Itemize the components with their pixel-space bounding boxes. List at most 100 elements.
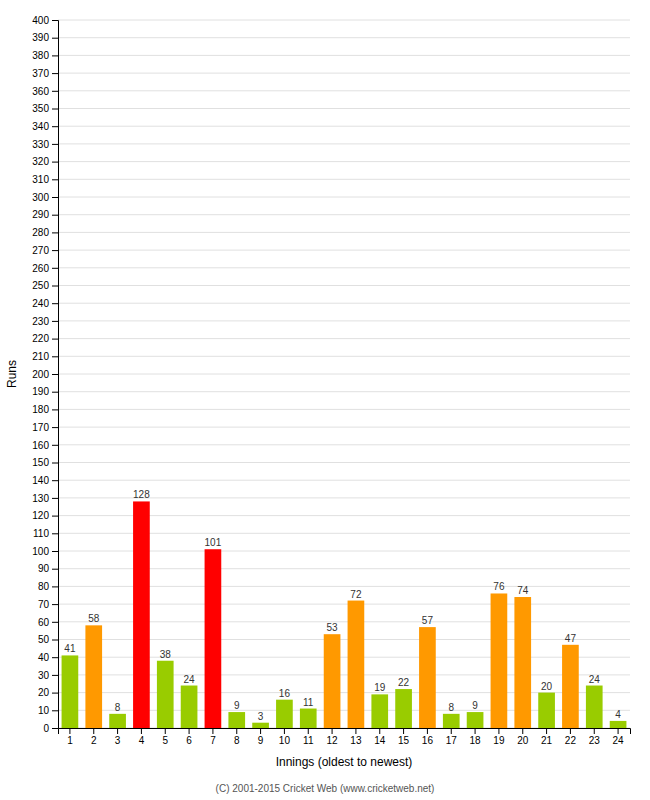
y-tick-mark: [52, 516, 58, 517]
grid-line: [58, 197, 630, 198]
y-tick-label: 400: [32, 15, 49, 26]
x-tick-mark: [475, 728, 476, 734]
y-tick-mark: [52, 498, 58, 499]
bar: [538, 693, 555, 728]
footer: (C) 2001-2015 Cricket Web (www.cricketwe…: [216, 783, 435, 794]
bar: [395, 689, 412, 728]
y-tick-mark: [52, 427, 58, 428]
x-tick-label: 18: [470, 735, 482, 746]
grid-line: [58, 250, 630, 251]
x-tick: 19: [493, 728, 505, 746]
data-label: 9: [472, 700, 478, 711]
y-tick-mark: [52, 710, 58, 711]
data-label: 101: [205, 537, 222, 548]
x-tick: 22: [565, 728, 577, 746]
data-label: 41: [64, 643, 76, 654]
y-tick-label: 220: [32, 333, 49, 344]
data-label: 24: [184, 674, 196, 685]
y-tick-label: 90: [38, 563, 50, 574]
x-axis-title: Innings (oldest to newest): [276, 755, 413, 769]
y-tick-mark: [52, 55, 58, 56]
y-tick-label: 100: [32, 546, 49, 557]
y-tick: 140: [32, 475, 58, 486]
y-tick-mark: [52, 126, 58, 127]
y-tick-label: 350: [32, 103, 49, 114]
y-tick: 170: [32, 422, 58, 433]
grid-line: [58, 338, 630, 339]
data-label: 3: [258, 711, 264, 722]
x-tick: 11: [303, 728, 314, 746]
y-tick-label: 170: [32, 422, 49, 433]
x-tick-label: 12: [327, 735, 339, 746]
y-tick-label: 70: [38, 599, 50, 610]
x-tick-label: 4: [139, 735, 145, 746]
y-tick-mark: [52, 215, 58, 216]
x-tick: 6: [186, 728, 192, 746]
y-tick: 100: [32, 546, 58, 557]
grid-line: [58, 214, 630, 215]
x-tick-label: 22: [565, 735, 577, 746]
y-tick: 240: [32, 298, 58, 309]
bars: [62, 501, 627, 728]
y-tick: 90: [38, 563, 58, 574]
grid-line: [58, 320, 630, 321]
x-tick: 10: [279, 728, 291, 746]
y-tick-mark: [52, 162, 58, 163]
grid-line: [58, 232, 630, 233]
x-tick-label: 15: [398, 735, 410, 746]
y-tick: 330: [32, 139, 58, 150]
data-label: 8: [448, 702, 454, 713]
x-tick-mark: [165, 728, 166, 734]
y-tick: 110: [33, 528, 58, 539]
x-tick-label: 10: [279, 735, 291, 746]
x-tick-label: 3: [115, 735, 121, 746]
grid-line: [58, 108, 630, 109]
x-axis: 123456789101112131415161718192021222324: [59, 728, 631, 746]
x-tick: 17: [446, 728, 458, 746]
bar: [181, 686, 198, 728]
grid-line: [58, 73, 630, 74]
x-tick-label: 24: [613, 735, 625, 746]
x-tick: 7: [210, 728, 216, 746]
y-tick: 380: [32, 50, 58, 61]
y-tick-label: 210: [32, 351, 49, 362]
y-tick-mark: [52, 604, 58, 605]
y-tick-label: 80: [38, 581, 50, 592]
x-tick: 18: [470, 728, 482, 746]
y-tick-mark: [52, 356, 58, 357]
y-tick-mark: [52, 657, 58, 658]
y-tick-label: 190: [32, 386, 49, 397]
data-label: 8: [115, 702, 121, 713]
y-tick: 400: [32, 15, 58, 26]
y-tick-mark: [52, 109, 58, 110]
x-tick-mark: [308, 728, 309, 734]
grid-line: [58, 285, 630, 286]
y-tick-label: 140: [32, 475, 49, 486]
grid-line: [58, 90, 630, 91]
y-tick-mark: [52, 586, 58, 587]
x-tick-mark: [498, 728, 499, 734]
y-tick: 50: [38, 634, 58, 645]
x-tick-label: 6: [186, 735, 192, 746]
grid-line: [58, 427, 630, 428]
y-tick: 200: [32, 369, 58, 380]
x-tick-mark: [522, 728, 523, 734]
y-tick: 270: [32, 245, 58, 256]
y-tick-mark: [52, 91, 58, 92]
x-tick-mark: [403, 728, 404, 734]
x-tick-label: 5: [162, 735, 168, 746]
x-tick-label: 7: [210, 735, 216, 746]
y-tick-label: 370: [32, 68, 49, 79]
data-label: 74: [517, 585, 529, 596]
y-tick-label: 260: [32, 263, 49, 274]
y-tick-label: 360: [32, 86, 49, 97]
grid-line: [58, 179, 630, 180]
bar: [419, 627, 436, 728]
y-tick-label: 50: [38, 634, 50, 645]
data-label: 128: [133, 489, 150, 500]
bar: [62, 655, 79, 728]
grid-line: [58, 480, 630, 481]
grid-line: [58, 444, 630, 445]
y-tick: 370: [32, 68, 58, 79]
bar: [205, 549, 222, 728]
